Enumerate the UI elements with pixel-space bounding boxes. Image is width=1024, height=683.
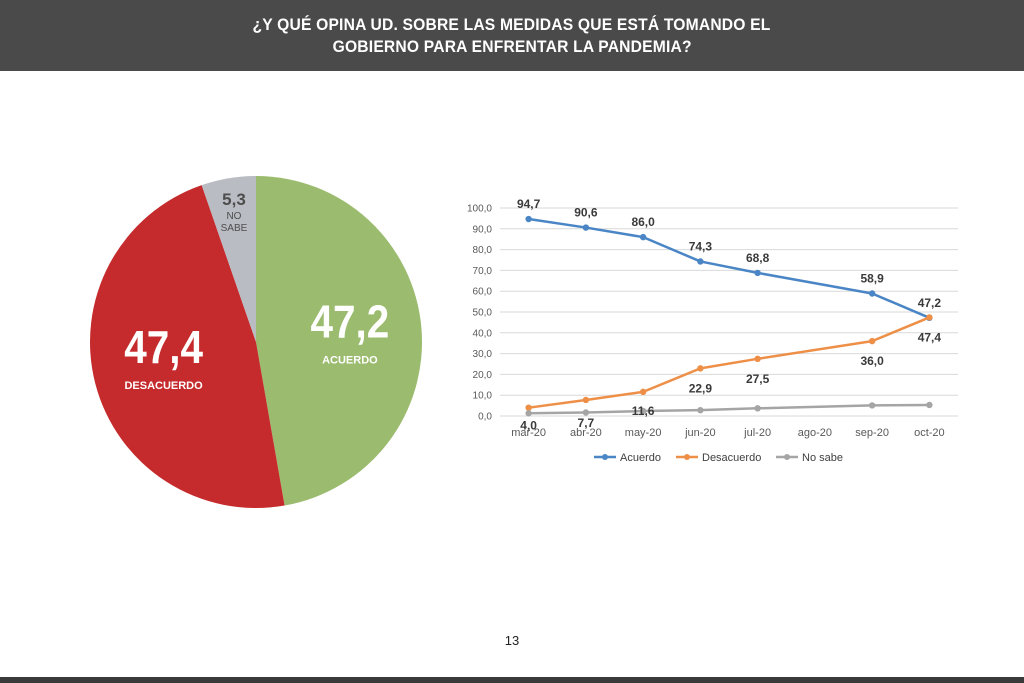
data-label-acuerdo: 74,3 — [689, 239, 713, 253]
x-tick-label: mar-20 — [511, 427, 546, 439]
legend-swatch-marker — [684, 454, 690, 460]
point-desacuerdo — [868, 337, 876, 345]
data-label-desacuerdo: 4,0 — [520, 419, 537, 433]
data-label-desacuerdo: 22,9 — [689, 381, 713, 395]
point-acuerdo — [868, 290, 876, 297]
y-tick-label: 80,0 — [473, 245, 493, 256]
x-tick-label: jun-20 — [684, 427, 716, 439]
point-acuerdo — [639, 233, 647, 241]
pie-slice-acuerdo — [256, 176, 422, 506]
pie-value-acuerdo: 47,2 — [311, 297, 390, 348]
title-line-1: ¿Y QUÉ OPINA UD. SOBRE LAS MEDIDAS QUE E… — [252, 14, 771, 34]
x-tick-label: may-20 — [625, 427, 662, 439]
legend-swatch-marker — [602, 454, 608, 460]
y-tick-label: 20,0 — [473, 370, 493, 381]
x-tick-label: jul-20 — [743, 427, 771, 439]
data-label-acuerdo: 86,0 — [631, 215, 655, 229]
pie-slice-no-sabe — [201, 176, 256, 342]
point-desacuerdo — [582, 396, 590, 404]
point-desacuerdo — [754, 355, 761, 362]
pie-label-no-sabe-line-2: SABE — [221, 223, 248, 234]
page-number: 13 — [504, 633, 520, 648]
point-no-sabe — [926, 401, 933, 409]
y-tick-label: 90,0 — [473, 224, 493, 235]
legend-label: Desacuerdo — [702, 452, 761, 464]
y-tick-label: 30,0 — [473, 349, 493, 360]
point-no-sabe — [754, 405, 761, 412]
y-tick-label: 100,0 — [467, 204, 492, 215]
pie-label-no-sabe-line-1: NO — [226, 211, 241, 222]
data-label-acuerdo: 94,7 — [517, 197, 541, 211]
data-label-desacuerdo: 7,7 — [578, 416, 595, 430]
legend-item-desacuerdo: Desacuerdo — [676, 452, 761, 464]
data-label-desacuerdo: 11,6 — [632, 404, 655, 418]
title-banner: ¿Y QUÉ OPINA UD. SOBRE LAS MEDIDAS QUE E… — [0, 0, 1024, 71]
x-tick-label: oct-20 — [914, 427, 945, 439]
data-label-desacuerdo: 47,4 — [918, 330, 942, 344]
y-tick-label: 50,0 — [473, 308, 493, 319]
y-tick-label: 10,0 — [473, 391, 493, 402]
legend-label: Acuerdo — [620, 452, 661, 464]
point-no-sabe — [582, 409, 590, 416]
pie-label-desacuerdo: DESACUERDO — [124, 380, 203, 392]
point-no-sabe — [525, 410, 532, 417]
point-desacuerdo — [639, 388, 647, 396]
pie-label-acuerdo: ACUERDO — [322, 355, 378, 367]
point-no-sabe — [639, 407, 647, 415]
point-acuerdo — [525, 215, 532, 223]
pie-slice-desacuerdo — [90, 185, 285, 508]
point-desacuerdo — [926, 314, 933, 321]
point-desacuerdo — [525, 404, 532, 411]
point-acuerdo — [754, 269, 761, 277]
legend-item-acuerdo: Acuerdo — [594, 452, 661, 464]
series-line-acuerdo — [528, 217, 930, 319]
legend-label: No sabe — [802, 452, 843, 464]
legend-swatch-marker — [784, 454, 790, 460]
pie-value-no-sabe: 5,3 — [222, 190, 246, 209]
x-tick-label: abr-20 — [570, 427, 602, 439]
data-label-desacuerdo: 36,0 — [860, 354, 884, 368]
data-label-acuerdo: 58,9 — [860, 271, 884, 285]
legend-item-no-sabe: No sabe — [776, 452, 843, 464]
y-tick-label: 40,0 — [473, 328, 493, 339]
y-tick-label: 60,0 — [473, 287, 493, 298]
title-line-2: GOBIERNO PARA ENFRENTAR LA PANDEMIA? — [332, 36, 692, 56]
x-tick-label: ago-20 — [798, 427, 832, 439]
x-tick-label: sep-20 — [855, 427, 889, 439]
data-label-acuerdo: 90,6 — [574, 206, 598, 220]
pie-value-desacuerdo: 47,4 — [124, 323, 203, 374]
data-label-desacuerdo: 27,5 — [746, 372, 770, 386]
y-tick-label: 70,0 — [473, 266, 493, 277]
y-tick-label: 0,0 — [478, 412, 492, 423]
point-no-sabe — [868, 402, 876, 409]
point-acuerdo — [697, 258, 704, 265]
point-acuerdo — [582, 224, 590, 231]
point-no-sabe — [697, 406, 704, 414]
bottom-bar — [0, 677, 1024, 683]
line-chart: 0,0 10,0 20,0 30,0 40,0 50,0 60,0 70,0 80,0 90,0 1… — [467, 197, 958, 464]
point-desacuerdo — [697, 365, 704, 372]
data-label-acuerdo: 47,2 — [918, 296, 942, 310]
data-label-acuerdo: 68,8 — [746, 251, 770, 265]
